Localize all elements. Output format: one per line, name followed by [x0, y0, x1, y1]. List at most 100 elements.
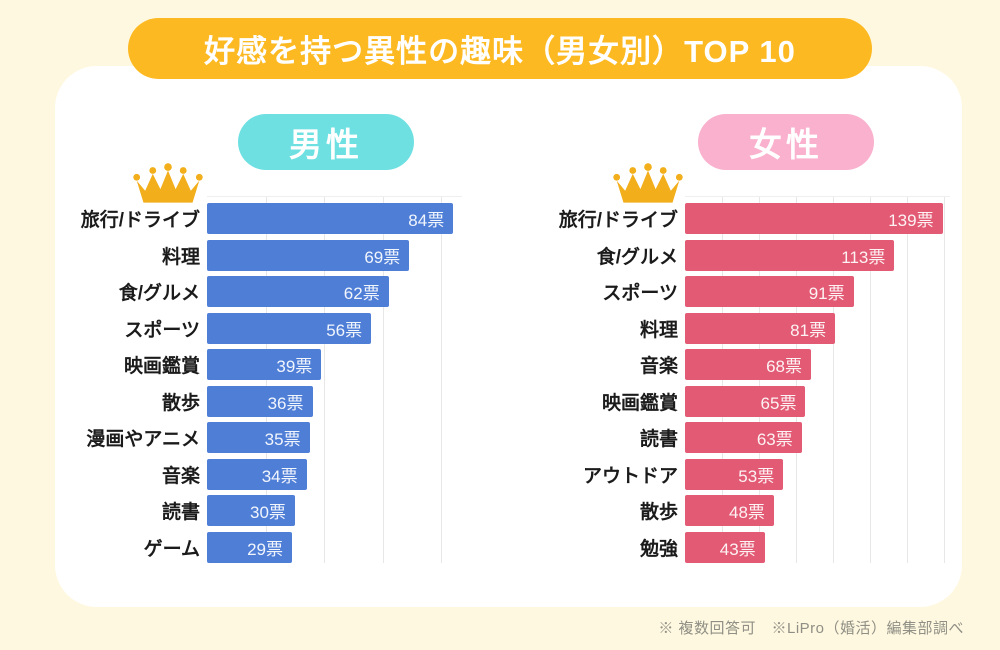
- gridline: [441, 197, 443, 563]
- gridline: [324, 197, 326, 563]
- value-label: 68票: [766, 357, 802, 377]
- category-label: スポーツ: [124, 319, 200, 341]
- category-label: 散歩: [161, 392, 200, 414]
- chart-row: 散歩 48票: [538, 495, 950, 527]
- chart-row: 映画鑑賞 65票: [538, 385, 950, 417]
- chart-row: ゲーム 29票: [60, 531, 462, 563]
- category-label: 散歩: [639, 502, 678, 524]
- bar-track: 65票: [685, 385, 950, 417]
- bar-track: 43票: [685, 531, 950, 563]
- chart-row: 音楽 68票: [538, 349, 950, 381]
- value-label: 30票: [250, 503, 286, 523]
- value-bar: 68票: [685, 349, 811, 381]
- value-label: 53票: [738, 466, 775, 486]
- bar-track: 68票: [685, 349, 950, 381]
- category-label: 料理: [161, 246, 200, 268]
- bar-track: 39票: [207, 349, 462, 381]
- value-label: 29票: [247, 539, 283, 559]
- value-bar: 48票: [685, 495, 774, 527]
- bar-track: 62票: [207, 276, 462, 308]
- category-label: アウトドア: [582, 465, 678, 487]
- value-bar: 43票: [685, 531, 765, 563]
- chart-row: 食/グルメ 113票: [538, 239, 950, 271]
- crown-icon: [613, 163, 683, 203]
- value-label: 62票: [343, 284, 380, 304]
- value-bar: 53票: [685, 458, 784, 490]
- category-label: 音楽: [639, 356, 678, 378]
- category-label: 漫画やアニメ: [86, 429, 200, 451]
- chart-row: アウトドア 53票: [538, 458, 950, 490]
- value-label: 63票: [756, 430, 793, 450]
- female-section-header: 女性: [698, 114, 874, 170]
- chart-row: 散歩 36票: [60, 385, 462, 417]
- value-bar: 63票: [685, 422, 802, 454]
- category-label: 旅行/ドライブ: [80, 210, 200, 231]
- gridline: [870, 197, 872, 563]
- category-label: 勉強: [639, 538, 678, 560]
- chart-row: 映画鑑賞 39票: [60, 349, 462, 381]
- value-label: 113票: [841, 247, 886, 267]
- chart-row: スポーツ 56票: [60, 312, 462, 344]
- bar-track: 48票: [685, 495, 950, 527]
- value-label: 65票: [760, 393, 797, 413]
- gridline: [944, 197, 946, 563]
- category-label: 料理: [639, 319, 678, 341]
- value-bar: 113票: [685, 239, 895, 271]
- value-label: 69票: [364, 247, 401, 267]
- source-note: ※ 複数回答可 ※LiPro（婚活）編集部調べ: [658, 620, 964, 637]
- bar-track: 35票: [207, 422, 462, 454]
- chart-row: スポーツ 91票: [538, 276, 950, 308]
- bar-track: 84票: [207, 203, 462, 234]
- gridline: [382, 197, 384, 563]
- chart-row: 旅行/ドライブ 139票: [538, 203, 950, 234]
- value-label: 139票: [888, 211, 934, 230]
- value-bar: 35票: [207, 422, 310, 454]
- chart-row: 勉強 43票: [538, 531, 950, 563]
- female-section-label: 女性: [749, 126, 823, 163]
- category-label: 食/グルメ: [118, 283, 200, 305]
- chart-row: 食/グルメ 62票: [60, 276, 462, 308]
- value-label: 34票: [261, 466, 298, 486]
- bar-track: 30票: [207, 495, 462, 527]
- bar-track: 69票: [207, 239, 462, 271]
- chart-row: 料理 81票: [538, 312, 950, 344]
- value-bar: 62票: [207, 276, 389, 308]
- value-label: 91票: [808, 284, 845, 304]
- title-banner: 好感を持つ異性の趣味（男女別）TOP 10: [128, 18, 872, 79]
- value-bar: 39票: [207, 349, 322, 381]
- male-bar-chart: 旅行/ドライブ 84票料理 69票食/グルメ 62票スポーツ 56票映画鑑賞 39票散歩 3…: [60, 196, 462, 563]
- chart-row: 漫画やアニメ 35票: [60, 422, 462, 454]
- category-label: 映画鑑賞: [601, 392, 678, 414]
- value-bar: 30票: [207, 495, 295, 527]
- crown-icon: [133, 163, 203, 203]
- chart-row: 読書 30票: [60, 495, 462, 527]
- value-bar: 56票: [207, 312, 372, 344]
- bar-track: 63票: [685, 422, 950, 454]
- bar-track: 56票: [207, 312, 462, 344]
- value-bar: 139票: [685, 203, 943, 234]
- value-bar: 69票: [207, 239, 410, 271]
- bar-track: 29票: [207, 531, 462, 563]
- value-bar: 36票: [207, 385, 313, 417]
- bar-rows: 旅行/ドライブ 84票料理 69票食/グルメ 62票スポーツ 56票映画鑑賞 39票散歩 3…: [60, 203, 462, 563]
- value-label: 43票: [719, 539, 756, 559]
- value-label: 48票: [729, 503, 765, 523]
- value-label: 36票: [267, 393, 304, 413]
- value-bar: 91票: [685, 276, 854, 308]
- bar-track: 34票: [207, 458, 462, 490]
- bar-track: 53票: [685, 458, 950, 490]
- chart-row: 料理 69票: [60, 239, 462, 271]
- value-label: 84票: [408, 211, 445, 230]
- gridline: [833, 197, 835, 563]
- value-bar: 65票: [685, 385, 806, 417]
- bar-track: 113票: [685, 239, 950, 271]
- bar-track: 91票: [685, 276, 950, 308]
- category-label: スポーツ: [602, 283, 678, 305]
- category-label: 読書: [161, 502, 200, 524]
- female-bar-chart: 旅行/ドライブ 139票食/グルメ 113票スポーツ 91票料理 81票音楽 68票映画鑑…: [538, 196, 950, 563]
- category-label: 旅行/ドライブ: [558, 210, 678, 231]
- gridline: [907, 197, 909, 563]
- bar-track: 139票: [685, 203, 950, 234]
- male-section-header: 男性: [238, 114, 414, 170]
